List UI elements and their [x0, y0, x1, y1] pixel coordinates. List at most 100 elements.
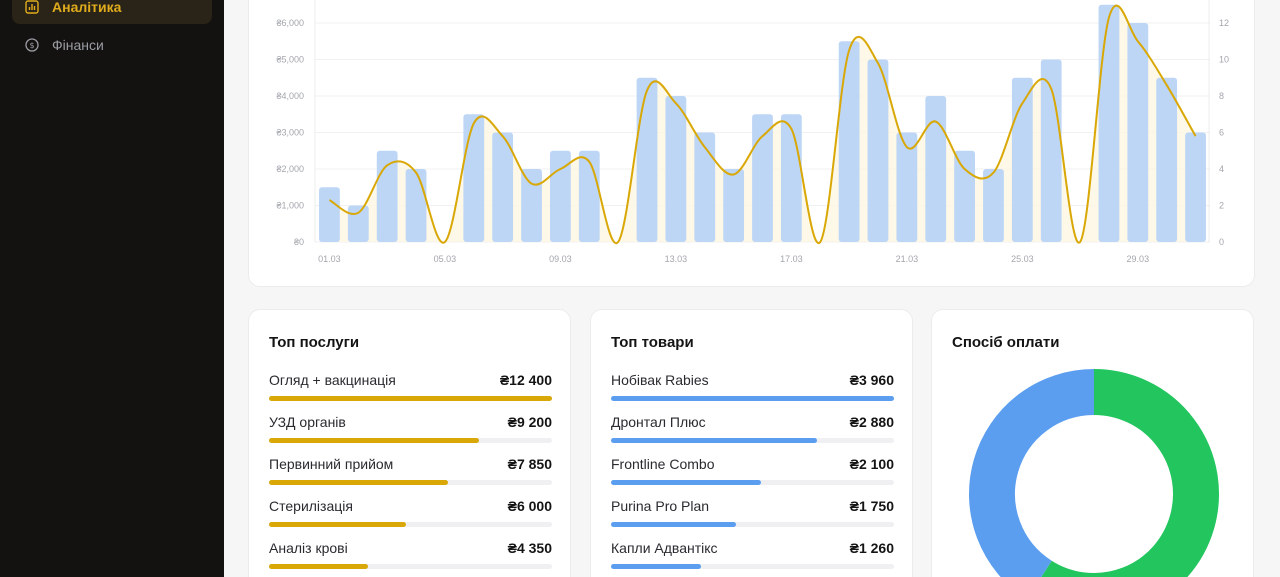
progress-fill: [269, 396, 552, 401]
progress-track: [269, 564, 552, 569]
chart-bar: [550, 150, 571, 242]
list-item: Стерилізація ₴6 000: [269, 498, 552, 530]
sidebar: Аналітика $ Фінанси: [0, 0, 224, 577]
item-value: ₴1 260: [849, 540, 894, 556]
list-item: Капли Адвантікс ₴1 260: [611, 540, 894, 572]
x-tick-label: 13.03: [665, 254, 688, 264]
x-tick-label: 05.03: [434, 254, 457, 264]
x-tick-label: 21.03: [896, 254, 919, 264]
item-value: ₴1 750: [849, 498, 894, 514]
chart-bar: [636, 77, 658, 242]
item-name: УЗД органів: [269, 414, 346, 430]
list-item: Нобівак Rabies ₴3 960: [611, 372, 894, 404]
list-item: Аналіз крові ₴4 350: [269, 540, 552, 572]
progress-track: [611, 438, 894, 443]
revenue-chart: ₴0 ₴1,000 ₴2,000 ₴3,000 ₴4,000 ₴5,000 ₴6,000 0 2…: [276, 0, 1229, 264]
item-value: ₴12 400: [499, 372, 552, 388]
x-tick-label: 01.03: [318, 254, 341, 264]
progress-fill: [611, 396, 894, 401]
list-item: Огляд + вакцинація ₴12 400: [269, 372, 552, 404]
y-tick-left: ₴5,000: [276, 55, 304, 65]
chart-bar: [1156, 77, 1178, 242]
chart-bar: [954, 150, 975, 242]
item-name: Дронтал Плюс: [611, 414, 706, 430]
progress-track: [611, 522, 894, 527]
svg-text:$: $: [29, 41, 34, 50]
progress-fill: [611, 564, 701, 569]
y-tick-left: ₴3,000: [276, 128, 304, 138]
chart-bar: [1127, 23, 1149, 242]
revenue-chart-card: ₴0 ₴1,000 ₴2,000 ₴3,000 ₴4,000 ₴5,000 ₴6,000 0 2…: [248, 0, 1255, 287]
sidebar-item-label: Фінанси: [52, 37, 104, 53]
y-tick-right: 2: [1219, 201, 1224, 211]
sidebar-item-finance[interactable]: $ Фінанси: [12, 28, 212, 62]
progress-track: [611, 396, 894, 401]
chart-bar: [896, 132, 918, 242]
top-services-card: Топ послуги Огляд + вакцинація ₴12 400 УЗД…: [248, 309, 571, 577]
sidebar-item-analytics[interactable]: Аналітика: [12, 0, 212, 24]
list-item: Первинний прийом ₴7 850: [269, 456, 552, 488]
item-name: Первинний прийом: [269, 456, 394, 472]
chart-bar: [1098, 4, 1120, 242]
card-title: Топ товари: [611, 334, 694, 351]
chart-bar: [521, 169, 542, 242]
donut-slice: [969, 369, 1095, 577]
item-name: Purina Pro Plan: [611, 498, 710, 514]
payment-donut-chart: [969, 369, 1219, 577]
item-name: Аналіз крові: [269, 540, 348, 556]
chart-bar: [578, 150, 600, 242]
chart-bar: [1185, 132, 1206, 242]
progress-fill: [269, 438, 479, 443]
bar-chart-icon: [24, 0, 40, 15]
sidebar-item-label: Аналітика: [52, 0, 122, 15]
y-tick-right: 0: [1219, 237, 1224, 247]
x-tick-label: 17.03: [780, 254, 803, 264]
item-value: ₴7 850: [507, 456, 552, 472]
item-value: ₴2 100: [849, 456, 894, 472]
y-tick-left: ₴1,000: [276, 201, 304, 211]
chart-bar: [492, 132, 514, 242]
chart-bar: [838, 41, 860, 242]
line-area-fill: [329, 5, 1196, 244]
chart-bar: [867, 59, 889, 242]
top-products-card: Топ товари Нобівак Rabies ₴3 960 Дронтал П…: [590, 309, 913, 577]
list-item: Frontline Combo ₴2 100: [611, 456, 894, 488]
item-name: Нобівак Rabies: [611, 372, 709, 388]
list-item: УЗД органів ₴9 200: [269, 414, 552, 446]
y-tick-left: ₴2,000: [276, 164, 304, 174]
chart-bar: [925, 96, 947, 242]
list-item: Дронтал Плюс ₴2 880: [611, 414, 894, 446]
y-tick-left: ₴4,000: [276, 91, 304, 101]
item-value: ₴3 960: [849, 372, 894, 388]
progress-fill: [611, 480, 761, 485]
chart-bar: [983, 169, 1004, 242]
chart-bar: [319, 187, 340, 242]
y-tick-right: 10: [1219, 55, 1229, 65]
progress-fill: [611, 438, 817, 443]
chart-bar: [1040, 59, 1062, 242]
x-tick-label: 25.03: [1011, 254, 1034, 264]
chart-bar: [463, 114, 485, 242]
chart-bar: [347, 205, 369, 242]
y-tick-right: 12: [1219, 18, 1229, 28]
item-value: ₴2 880: [849, 414, 894, 430]
chart-bar: [665, 96, 687, 242]
progress-fill: [269, 564, 369, 569]
payment-method-card: Спосіб оплати: [931, 309, 1254, 577]
x-tick-label: 09.03: [549, 254, 572, 264]
progress-fill: [269, 480, 449, 485]
item-value: ₴9 200: [507, 414, 552, 430]
chart-bar: [405, 169, 427, 242]
dollar-circle-icon: $: [24, 37, 40, 53]
chart-bar: [752, 114, 773, 242]
x-tick-label: 29.03: [1127, 254, 1150, 264]
item-name: Frontline Combo: [611, 456, 715, 472]
card-title: Спосіб оплати: [952, 334, 1060, 351]
item-value: ₴4 350: [507, 540, 552, 556]
y-tick-right: 8: [1219, 91, 1224, 101]
chart-line-series: [328, 4, 1197, 245]
progress-track: [269, 522, 552, 527]
item-value: ₴6 000: [507, 498, 552, 514]
progress-track: [269, 480, 552, 485]
progress-track: [269, 438, 552, 443]
